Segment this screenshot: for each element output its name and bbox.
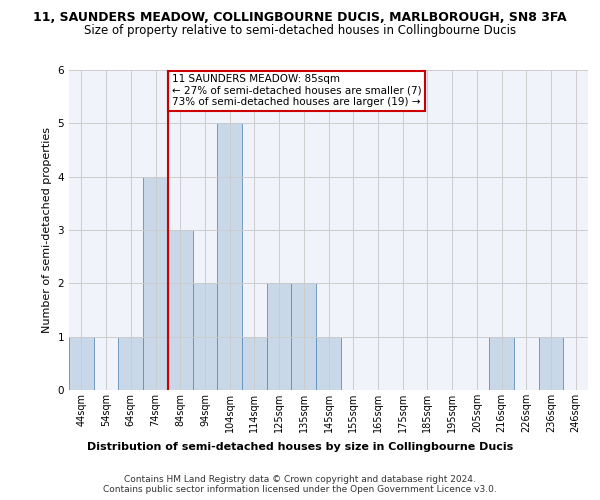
Bar	[168, 230, 193, 390]
Bar	[316, 336, 341, 390]
Text: 11 SAUNDERS MEADOW: 85sqm
← 27% of semi-detached houses are smaller (7)
73% of s: 11 SAUNDERS MEADOW: 85sqm ← 27% of semi-…	[172, 74, 421, 108]
Bar	[143, 176, 168, 390]
Text: Contains HM Land Registry data © Crown copyright and database right 2024.
Contai: Contains HM Land Registry data © Crown c…	[103, 474, 497, 494]
Text: Size of property relative to semi-detached houses in Collingbourne Ducis: Size of property relative to semi-detach…	[84, 24, 516, 37]
Bar	[489, 336, 514, 390]
Bar	[539, 336, 563, 390]
Text: 11, SAUNDERS MEADOW, COLLINGBOURNE DUCIS, MARLBOROUGH, SN8 3FA: 11, SAUNDERS MEADOW, COLLINGBOURNE DUCIS…	[33, 11, 567, 24]
Bar	[267, 284, 292, 390]
Bar	[242, 336, 267, 390]
Bar	[118, 336, 143, 390]
Text: Distribution of semi-detached houses by size in Collingbourne Ducis: Distribution of semi-detached houses by …	[87, 442, 513, 452]
Bar	[69, 336, 94, 390]
Bar	[292, 284, 316, 390]
Y-axis label: Number of semi-detached properties: Number of semi-detached properties	[42, 127, 52, 333]
Bar	[193, 284, 217, 390]
Bar	[217, 124, 242, 390]
